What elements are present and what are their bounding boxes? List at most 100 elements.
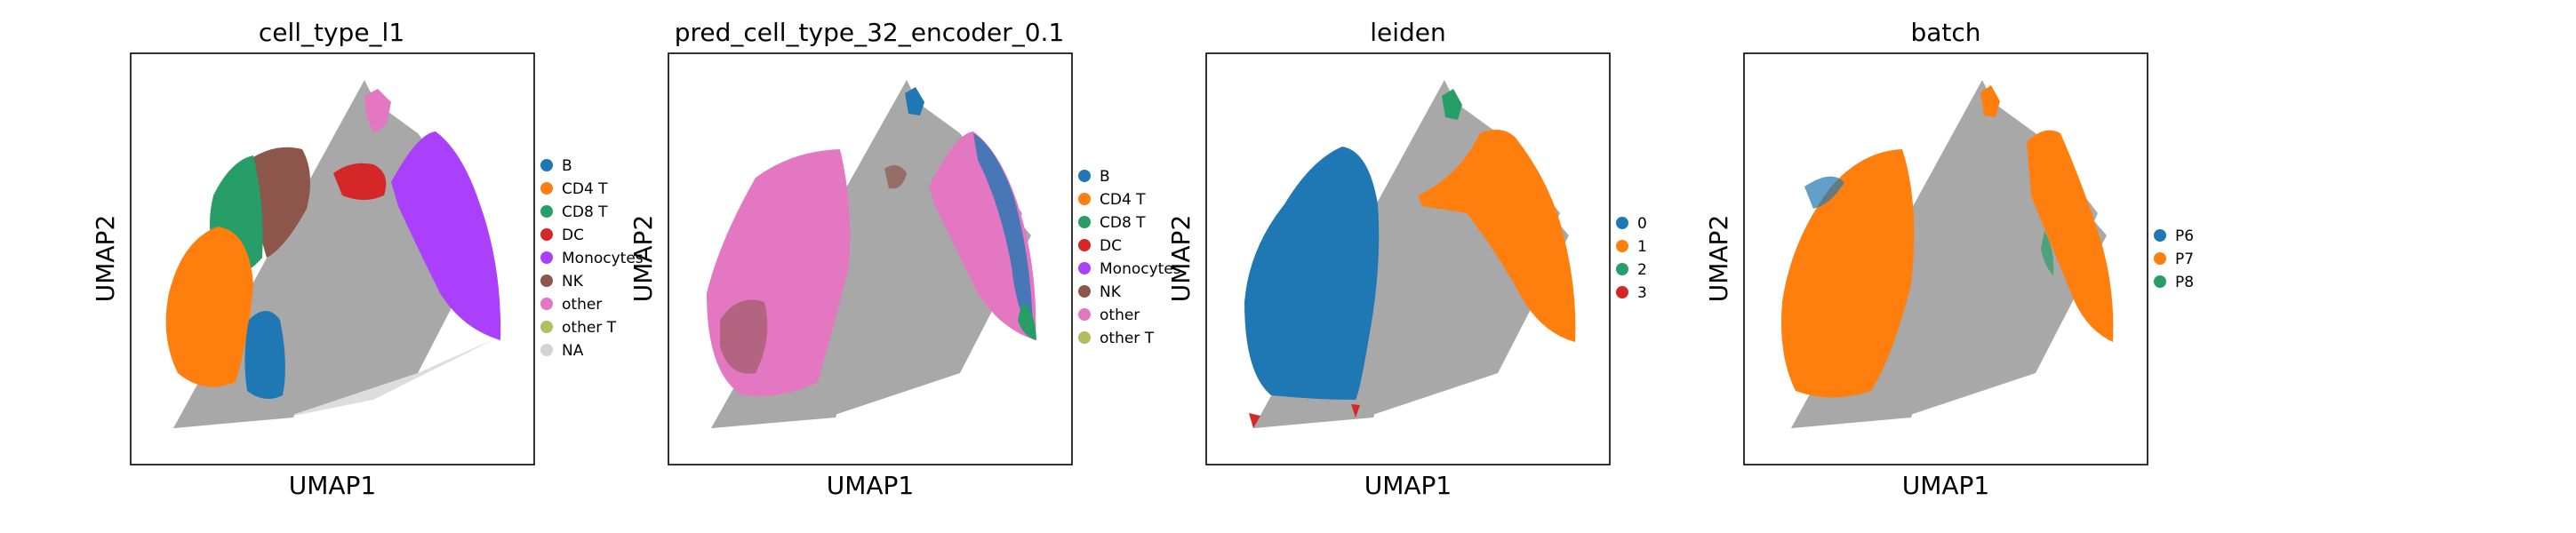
legend-label: CD8 T <box>1100 214 1146 232</box>
legend-label: NA <box>562 342 584 360</box>
cluster-p6-streak <box>1804 176 1844 209</box>
legend-marker <box>540 344 553 356</box>
legend-marker <box>1616 217 1628 229</box>
legend-label: CD4 T <box>562 180 608 198</box>
x-axis-label: UMAP1 <box>289 471 377 500</box>
legend-marker <box>540 228 553 241</box>
cluster-0 <box>1244 147 1380 400</box>
panel-batch: batch UMAP1 UMAP2 P6 P7 P8 <box>1704 18 2194 500</box>
legend-marker <box>1078 216 1091 228</box>
cell-clusters <box>1781 85 2114 398</box>
legend-item: B <box>1078 168 1110 186</box>
legend-marker <box>1078 262 1091 274</box>
legend-label: P8 <box>2175 274 2194 291</box>
legend-item: Monocytes <box>540 250 644 267</box>
legend-label: CD4 T <box>1100 191 1146 209</box>
legend: B CD4 T CD8 T DC Monocytes NK other other T <box>1078 168 1181 347</box>
cluster-b-top <box>905 87 924 115</box>
legend-marker <box>1616 286 1628 298</box>
legend-marker <box>1078 239 1091 251</box>
legend-label: B <box>1100 168 1110 186</box>
cluster-p7-top <box>1980 85 2000 117</box>
cluster-cd4 <box>165 227 253 387</box>
legend-marker <box>540 298 553 310</box>
legend-item: Monocytes <box>1078 260 1181 278</box>
x-axis-label: UMAP1 <box>827 471 915 500</box>
legend-label: DC <box>1100 237 1122 255</box>
legend: 0 1 2 3 <box>1616 215 1647 302</box>
plot-frame <box>1743 52 2148 465</box>
legend-item: NK <box>1078 283 1122 301</box>
legend-label: Monocytes <box>1100 260 1181 278</box>
legend-label: NK <box>562 273 584 290</box>
legend-item: DC <box>1078 237 1122 255</box>
panel-title: leiden <box>1370 18 1446 47</box>
cluster-p8-streak <box>2041 231 2054 275</box>
plot-frame <box>1205 52 1611 465</box>
cluster-b-right-edge <box>973 133 1033 329</box>
legend-marker <box>1078 331 1091 344</box>
legend-item: CD8 T <box>540 203 608 221</box>
legend-item: CD8 T <box>1078 214 1146 232</box>
legend-marker <box>1616 240 1628 252</box>
legend-marker <box>540 321 553 333</box>
y-axis-label: UMAP2 <box>91 215 120 303</box>
legend-marker <box>540 274 553 287</box>
cluster-p7-right <box>2027 130 2114 342</box>
legend-label: other T <box>1100 330 1155 347</box>
legend-label: CD8 T <box>562 203 608 221</box>
cluster-dc-mid <box>884 165 907 189</box>
legend-item: other T <box>1078 330 1155 347</box>
cluster-3-left <box>1249 413 1260 428</box>
cluster-nk <box>249 147 310 258</box>
legend-label: 0 <box>1637 215 1647 233</box>
legend-item: 3 <box>1616 284 1647 302</box>
cluster-b <box>244 311 285 399</box>
legend-label: other <box>1100 306 1140 324</box>
cell-clusters <box>1244 89 1576 428</box>
y-axis-label: UMAP2 <box>1166 215 1196 303</box>
legend-item: 2 <box>1616 261 1647 279</box>
legend-marker <box>2154 252 2166 265</box>
plot-frame <box>130 52 535 465</box>
legend-marker <box>1078 285 1091 298</box>
legend-marker <box>540 205 553 218</box>
panel-title: cell_type_l1 <box>259 18 404 47</box>
legend-label: 2 <box>1637 261 1647 279</box>
legend-item: 0 <box>1616 215 1647 233</box>
legend-label: DC <box>562 227 584 244</box>
legend-label: 3 <box>1637 284 1647 302</box>
cluster-other-top <box>364 89 391 133</box>
legend-label: 1 <box>1637 238 1647 256</box>
cluster-p7-left <box>1781 149 1915 398</box>
legend-label: Monocytes <box>562 250 644 267</box>
cluster-cd8-tip <box>1018 302 1036 340</box>
legend-marker <box>1616 263 1628 275</box>
legend-item: CD4 T <box>540 180 608 198</box>
y-axis-label: UMAP2 <box>628 215 658 303</box>
legend-label: P6 <box>2175 227 2194 245</box>
legend-marker <box>1078 170 1091 182</box>
legend-marker <box>1078 308 1091 321</box>
x-axis-label: UMAP1 <box>1902 471 1990 500</box>
panel-title: batch <box>1910 18 1980 47</box>
cluster-other-right <box>929 131 1036 340</box>
legend-item: P8 <box>2154 274 2194 291</box>
panel-pred-cell-type: pred_cell_type_32_encoder_0.1 UMAP1 UMAP… <box>628 18 1181 500</box>
legend-item: 1 <box>1616 238 1647 256</box>
cluster-1 <box>1418 130 1576 342</box>
y-axis-label: UMAP2 <box>1704 215 1733 303</box>
legend-marker <box>2154 229 2166 242</box>
legend-marker <box>1078 193 1091 205</box>
cluster-3-right <box>1351 404 1360 418</box>
cluster-2 <box>1442 89 1462 120</box>
legend-label: P7 <box>2175 251 2194 268</box>
legend-label: B <box>562 157 572 175</box>
legend-item: NK <box>540 273 584 290</box>
legend-item: other T <box>540 319 617 337</box>
legend: P6 P7 P8 <box>2154 227 2194 291</box>
legend-label: other T <box>562 319 617 337</box>
legend-label: other <box>562 296 602 314</box>
